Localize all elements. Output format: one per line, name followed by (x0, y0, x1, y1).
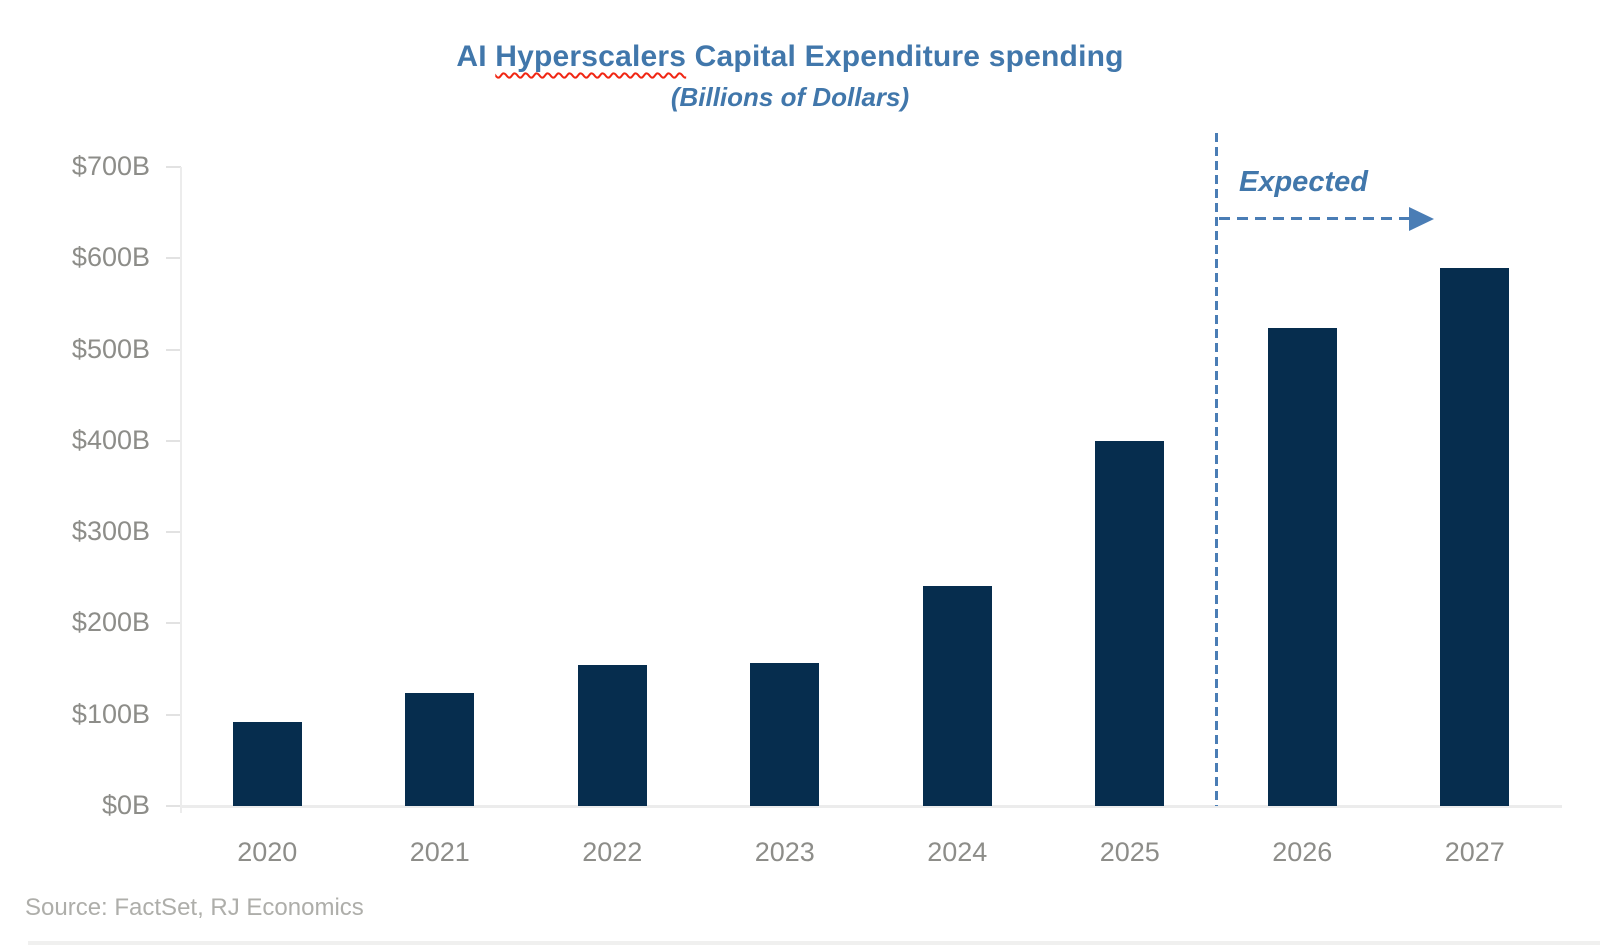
y-tick-label-500: $500B (71, 333, 150, 364)
y-tick-mark-200 (166, 622, 181, 625)
y-tick-mark-100 (166, 713, 181, 716)
bottom-divider-line (28, 941, 1600, 945)
expected-divider-dashed-line (1214, 133, 1218, 806)
y-tick-label-200: $200B (71, 607, 150, 638)
x-tick-label-2021: 2021 (409, 837, 470, 867)
bar-2024 (922, 586, 992, 806)
expected-arrow-dashed-line (1219, 217, 1409, 220)
chart-subtitle: (Billions of Dollars) (670, 82, 910, 112)
y-tick-label-400: $400B (71, 424, 150, 455)
expected-arrow-head-icon (1409, 207, 1434, 231)
bar-2025 (1095, 440, 1165, 806)
y-tick-mark-500 (166, 348, 181, 351)
x-tick-label-2025: 2025 (1099, 837, 1160, 867)
x-tick-label-2027: 2027 (1444, 837, 1505, 867)
x-axis-line (181, 805, 1562, 808)
y-tick-mark-700 (166, 166, 181, 168)
x-tick-label-2023: 2023 (754, 837, 815, 867)
x-tick-label-2022: 2022 (582, 837, 643, 867)
y-tick-label-600: $600B (71, 242, 150, 273)
x-tick-label-2020: 2020 (237, 837, 298, 867)
source-note: Source: FactSet, RJ Economics (25, 894, 364, 921)
y-tick-label-700: $700B (71, 151, 150, 181)
y-tick-mark-300 (166, 531, 181, 534)
title-text-before: AI (456, 40, 496, 73)
y-tick-mark-0 (166, 805, 181, 807)
y-tick-label-300: $300B (71, 516, 150, 547)
y-tick-label-100: $100B (71, 698, 150, 729)
title-misspelled-word: Hyperscalers (495, 40, 687, 73)
expected-label: Expected (1239, 166, 1368, 198)
bar-2023 (750, 662, 820, 806)
y-tick-mark-400 (166, 439, 181, 442)
y-axis-line (180, 167, 182, 813)
y-tick-mark-600 (166, 257, 181, 260)
x-tick-label-2024: 2024 (927, 837, 988, 867)
bar-2026 (1267, 327, 1337, 806)
x-tick-label-2026: 2026 (1272, 837, 1333, 867)
y-tick-label-0: $0B (101, 790, 150, 820)
bar-2020 (232, 722, 302, 806)
title-text-after: Capital Expenditure spending (686, 40, 1124, 73)
bar-2027 (1440, 268, 1510, 806)
bar-2021 (405, 692, 475, 806)
chart-title: AI Hyperscalers Capital Expenditure spen… (0, 40, 1580, 74)
bar-2022 (577, 664, 647, 806)
